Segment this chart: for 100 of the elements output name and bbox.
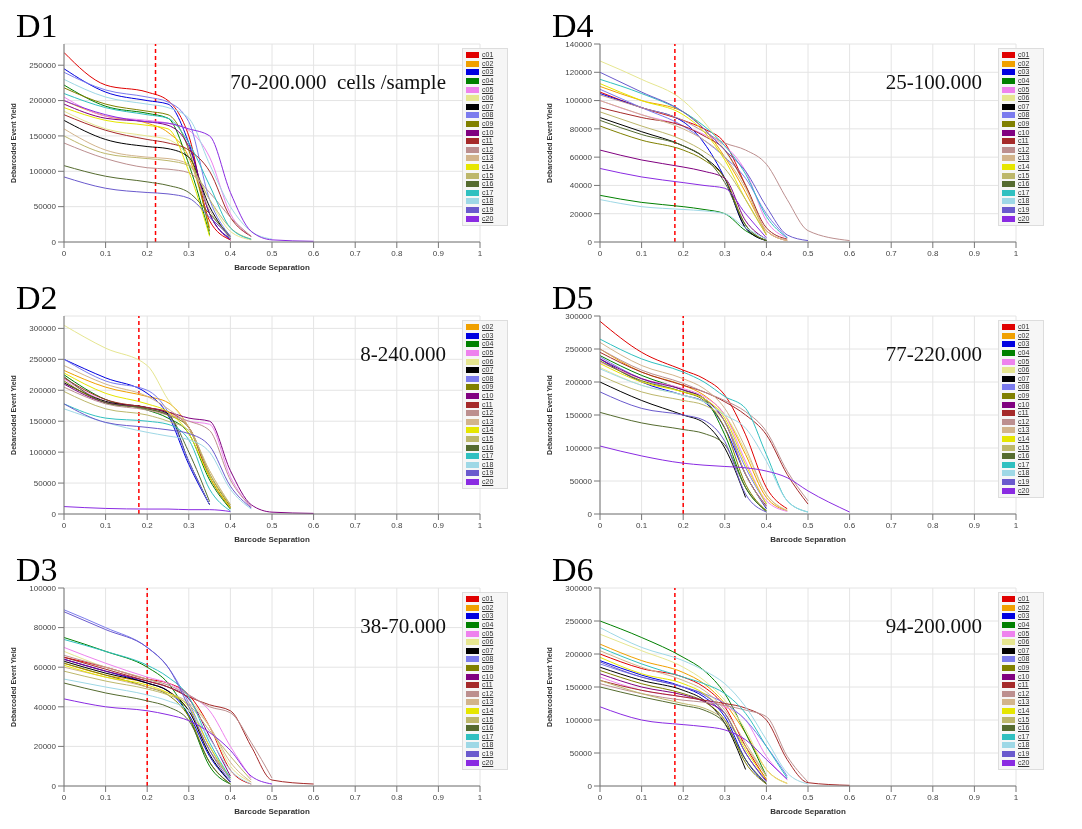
x-tick-label: 0.7 — [885, 520, 898, 530]
y-tick-label: 200000 — [565, 649, 593, 659]
y-tick-label: 0 — [587, 781, 593, 791]
x-tick-label: 0.6 — [308, 248, 320, 258]
x-tick-label: 0 — [61, 520, 67, 530]
y-tick-label: 100000 — [565, 715, 593, 725]
x-tick-label: 0.7 — [885, 248, 898, 258]
y-tick-label: 0 — [587, 509, 593, 519]
x-tick-label: 0.5 — [802, 792, 815, 802]
x-tick-label: 0.2 — [141, 248, 154, 258]
y-tick-label: 60000 — [569, 152, 593, 162]
x-tick-label: 0.1 — [636, 792, 648, 802]
y-tick-label: 250000 — [29, 61, 57, 71]
x-tick-label: 0.5 — [802, 248, 815, 258]
y-tick-label: 40000 — [569, 181, 593, 191]
annotation: 25-100.000 — [885, 70, 982, 95]
y-tick-label: 140000 — [565, 39, 593, 49]
y-tick-label: 300000 — [565, 311, 593, 321]
x-tick-label: 1 — [1013, 792, 1019, 802]
x-tick-label: 0.5 — [802, 520, 815, 530]
x-tick-label: 0.5 — [266, 248, 279, 258]
y-tick-label: 50000 — [33, 202, 57, 212]
x-tick-label: 0.6 — [308, 792, 320, 802]
x-tick-label: 0.4 — [760, 792, 773, 802]
x-tick-label: 0.1 — [100, 520, 112, 530]
x-tick-label: 0.8 — [927, 792, 939, 802]
x-tick-label: 0 — [61, 248, 67, 258]
x-tick-label: 1 — [477, 248, 483, 258]
annotation: 77-220.000 — [885, 342, 982, 367]
x-axis-title: Barcode Separation — [234, 807, 310, 816]
x-tick-label: 0.9 — [968, 792, 981, 802]
annotation: 70-200.000 cells /sample — [230, 70, 446, 95]
x-axis-title: Barcode Separation — [234, 263, 310, 272]
x-tick-label: 0.8 — [391, 248, 403, 258]
x-tick-label: 0.8 — [391, 792, 403, 802]
y-tick-label: 20000 — [33, 742, 57, 752]
annotation: 38-70.000 — [360, 614, 446, 639]
x-tick-label: 0.4 — [224, 792, 237, 802]
y-tick-label: 250000 — [565, 344, 593, 354]
x-tick-label: 0.6 — [844, 248, 856, 258]
y-tick-label: 60000 — [33, 663, 57, 673]
y-tick-label: 80000 — [569, 124, 593, 134]
x-tick-label: 0.1 — [100, 248, 112, 258]
x-tick-label: 0.2 — [141, 520, 154, 530]
chart-title: D2 — [16, 279, 58, 316]
y-tick-label: 150000 — [29, 417, 57, 427]
x-axis-title: Barcode Separation — [234, 535, 310, 544]
x-tick-label: 0.5 — [266, 520, 279, 530]
y-tick-label: 250000 — [565, 616, 593, 626]
x-tick-label: 0.1 — [636, 248, 648, 258]
y-tick-label: 200000 — [29, 96, 57, 106]
y-tick-label: 100000 — [565, 443, 593, 453]
x-tick-label: 0 — [597, 520, 603, 530]
x-tick-label: 1 — [477, 792, 483, 802]
x-tick-label: 0.7 — [349, 248, 362, 258]
y-tick-label: 150000 — [565, 410, 593, 420]
y-tick-label: 100000 — [29, 167, 57, 177]
y-tick-label: 200000 — [565, 377, 593, 387]
x-tick-label: 0.9 — [432, 248, 445, 258]
x-tick-label: 0.9 — [432, 792, 445, 802]
y-tick-label: 50000 — [569, 748, 593, 758]
x-tick-label: 0.3 — [183, 248, 195, 258]
x-tick-label: 0.2 — [677, 520, 690, 530]
y-tick-label: 100000 — [29, 583, 57, 593]
x-tick-label: 0.9 — [968, 248, 981, 258]
y-tick-label: 120000 — [565, 68, 593, 78]
annotation: 8-240.000 — [360, 342, 446, 367]
x-tick-label: 0.3 — [183, 792, 195, 802]
x-tick-label: 0.4 — [760, 248, 773, 258]
y-tick-label: 150000 — [29, 131, 57, 141]
y-tick-label: 40000 — [33, 702, 57, 712]
y-tick-label: 100000 — [29, 447, 57, 457]
y-tick-label: 20000 — [569, 209, 593, 219]
y-tick-label: 50000 — [33, 478, 57, 488]
y-tick-label: 100000 — [565, 96, 593, 106]
x-tick-label: 0.9 — [968, 520, 981, 530]
y-tick-label: 80000 — [33, 623, 57, 633]
y-tick-label: 150000 — [565, 682, 593, 692]
x-tick-label: 0.8 — [391, 520, 403, 530]
x-axis-title: Barcode Separation — [770, 807, 846, 816]
x-tick-label: 0.1 — [636, 520, 648, 530]
y-tick-label: 300000 — [565, 583, 593, 593]
x-tick-label: 0.6 — [308, 520, 320, 530]
x-tick-label: 1 — [477, 520, 483, 530]
x-tick-label: 0 — [597, 792, 603, 802]
x-tick-label: 0.2 — [677, 792, 690, 802]
x-tick-label: 0.3 — [719, 520, 731, 530]
x-tick-label: 0.3 — [719, 248, 731, 258]
x-tick-label: 0.9 — [432, 520, 445, 530]
annotation: 94-200.000 — [885, 614, 982, 639]
y-tick-label: 0 — [51, 781, 57, 791]
x-tick-label: 0.6 — [844, 520, 856, 530]
y-tick-label: 0 — [51, 237, 57, 247]
chart-title: D1 — [16, 7, 58, 44]
y-tick-label: 250000 — [29, 355, 57, 365]
x-tick-label: 0.8 — [927, 248, 939, 258]
x-tick-label: 0.5 — [266, 792, 279, 802]
x-tick-label: 0.7 — [349, 792, 362, 802]
x-tick-label: 0.3 — [183, 520, 195, 530]
x-tick-label: 0.8 — [927, 520, 939, 530]
